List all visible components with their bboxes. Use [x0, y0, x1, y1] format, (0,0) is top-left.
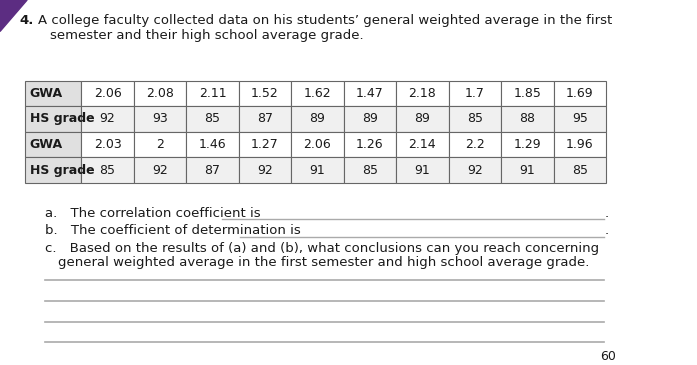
- Bar: [291, 106, 344, 132]
- Text: b. The coefficient of determination is: b. The coefficient of determination is: [45, 224, 301, 237]
- Bar: [186, 106, 239, 132]
- Text: 2.06: 2.06: [304, 138, 331, 151]
- Text: 4.: 4.: [20, 14, 34, 27]
- Bar: [553, 106, 606, 132]
- Bar: [553, 81, 606, 106]
- Text: 1.96: 1.96: [566, 138, 594, 151]
- Bar: [344, 106, 396, 132]
- Text: .: .: [605, 224, 609, 237]
- Bar: [239, 106, 291, 132]
- Text: 2.14: 2.14: [408, 138, 436, 151]
- Bar: [239, 81, 291, 106]
- Bar: [239, 157, 291, 183]
- Text: 2.08: 2.08: [146, 87, 174, 100]
- Text: 89: 89: [415, 112, 430, 126]
- Text: 1.62: 1.62: [304, 87, 331, 100]
- Bar: [553, 157, 606, 183]
- Text: GWA: GWA: [30, 87, 63, 100]
- Text: 91: 91: [415, 164, 430, 177]
- Text: 1.26: 1.26: [356, 138, 384, 151]
- Bar: [501, 132, 553, 157]
- Text: 85: 85: [467, 112, 483, 126]
- Text: 1.85: 1.85: [513, 87, 541, 100]
- Text: 1.7: 1.7: [465, 87, 484, 100]
- Bar: [134, 157, 186, 183]
- Polygon shape: [0, 0, 27, 31]
- Bar: [82, 106, 134, 132]
- Bar: [134, 106, 186, 132]
- Text: 92: 92: [100, 112, 116, 126]
- Text: general weighted average in the first semester and high school average grade.: general weighted average in the first se…: [58, 255, 589, 269]
- Text: 2: 2: [156, 138, 164, 151]
- Text: 2.06: 2.06: [94, 87, 121, 100]
- Bar: [501, 157, 553, 183]
- Text: c. Based on the results of (a) and (b), what conclusions can you reach concernin: c. Based on the results of (a) and (b), …: [45, 242, 599, 255]
- Bar: [25, 81, 82, 106]
- Bar: [501, 81, 553, 106]
- Text: 2.11: 2.11: [199, 87, 227, 100]
- Text: 2.2: 2.2: [465, 138, 484, 151]
- Text: 91: 91: [309, 164, 325, 177]
- Bar: [396, 106, 449, 132]
- Text: HS grade: HS grade: [30, 112, 95, 126]
- Bar: [291, 157, 344, 183]
- Bar: [501, 106, 553, 132]
- Bar: [82, 157, 134, 183]
- Bar: [82, 81, 134, 106]
- Text: 1.69: 1.69: [566, 87, 594, 100]
- Bar: [449, 81, 501, 106]
- Bar: [239, 132, 291, 157]
- Text: A college faculty collected data on his students’ general weighted average in th: A college faculty collected data on his …: [38, 14, 612, 27]
- Text: 85: 85: [572, 164, 588, 177]
- Bar: [449, 157, 501, 183]
- Text: 85: 85: [204, 112, 220, 126]
- Bar: [449, 106, 501, 132]
- Text: 89: 89: [362, 112, 378, 126]
- Text: 87: 87: [204, 164, 220, 177]
- Text: HS grade: HS grade: [30, 164, 95, 177]
- Bar: [344, 157, 396, 183]
- Text: 92: 92: [257, 164, 273, 177]
- Text: 1.52: 1.52: [251, 87, 279, 100]
- Text: 92: 92: [152, 164, 168, 177]
- Text: 95: 95: [572, 112, 588, 126]
- Bar: [291, 81, 344, 106]
- Bar: [553, 132, 606, 157]
- Bar: [291, 132, 344, 157]
- Bar: [344, 81, 396, 106]
- Bar: [134, 81, 186, 106]
- Text: 60: 60: [601, 350, 616, 363]
- Text: 87: 87: [257, 112, 273, 126]
- Text: 88: 88: [519, 112, 535, 126]
- Bar: [344, 132, 396, 157]
- Text: 92: 92: [467, 164, 483, 177]
- Bar: [449, 132, 501, 157]
- Bar: [186, 157, 239, 183]
- Bar: [25, 157, 82, 183]
- Bar: [134, 132, 186, 157]
- Text: a. The correlation coefficient is: a. The correlation coefficient is: [45, 207, 261, 219]
- Text: semester and their high school average grade.: semester and their high school average g…: [49, 28, 363, 42]
- Text: 91: 91: [519, 164, 535, 177]
- Text: 85: 85: [100, 164, 116, 177]
- Text: 1.47: 1.47: [356, 87, 384, 100]
- Text: GWA: GWA: [30, 138, 63, 151]
- Text: 85: 85: [362, 164, 378, 177]
- Bar: [186, 81, 239, 106]
- Text: 1.27: 1.27: [251, 138, 279, 151]
- Text: 1.46: 1.46: [199, 138, 227, 151]
- Text: .: .: [605, 207, 609, 219]
- Bar: [396, 157, 449, 183]
- Bar: [396, 81, 449, 106]
- Bar: [186, 132, 239, 157]
- Bar: [82, 132, 134, 157]
- Text: 2.03: 2.03: [94, 138, 121, 151]
- Text: 93: 93: [152, 112, 168, 126]
- Bar: [25, 106, 82, 132]
- Text: 2.18: 2.18: [408, 87, 436, 100]
- Bar: [396, 132, 449, 157]
- Text: 89: 89: [309, 112, 325, 126]
- Bar: [25, 132, 82, 157]
- Text: 1.29: 1.29: [514, 138, 541, 151]
